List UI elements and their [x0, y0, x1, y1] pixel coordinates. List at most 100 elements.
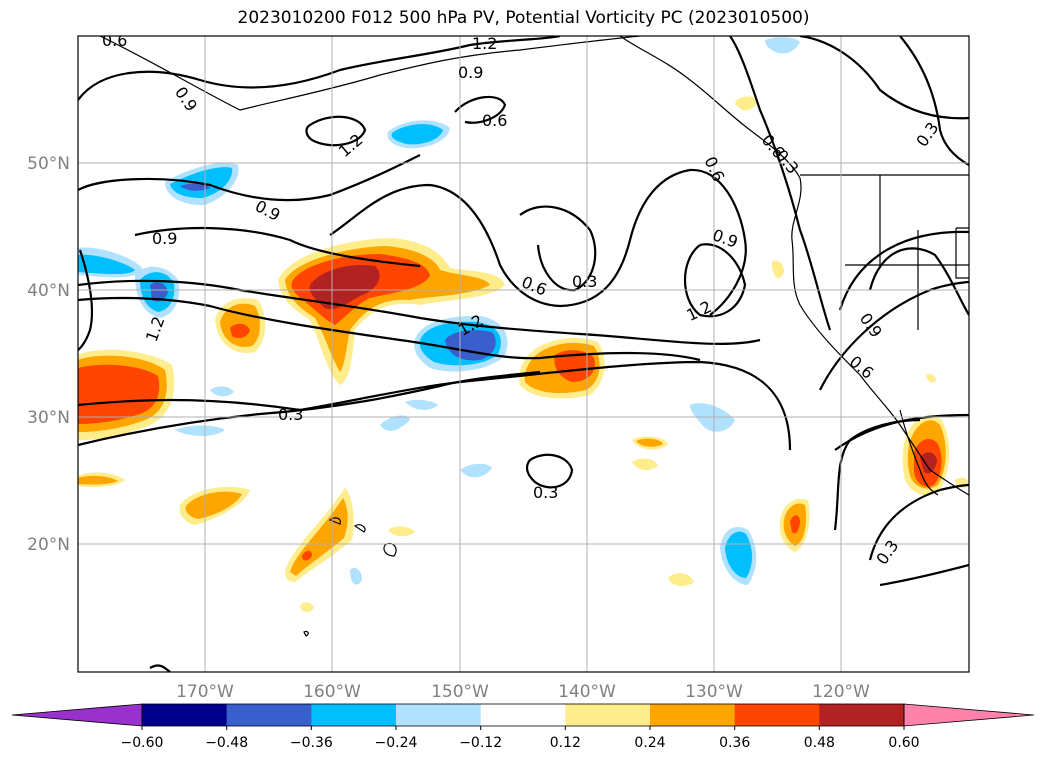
pv-contour-line [729, 36, 832, 331]
pv-negative-region [350, 568, 362, 585]
pv-negative-region [78, 254, 135, 274]
colorbar-segment [565, 704, 651, 726]
latitude-label: 30°N [27, 408, 70, 428]
pv-contour-line [305, 115, 367, 147]
contour-label: 0.3 [278, 405, 303, 424]
contour-label: 1.2 [472, 34, 497, 53]
latitude-label: 20°N [27, 535, 70, 555]
colorbar-extend-min [11, 703, 143, 727]
coastlines [99, 36, 969, 637]
pv-positive-region [636, 438, 663, 447]
pv-negative-region [380, 415, 410, 431]
pv-contour-line [149, 664, 171, 672]
contour-label: 0.3 [533, 483, 558, 502]
colorbar-tick-label: −0.48 [205, 735, 248, 751]
colorbar-tick-label: −0.36 [290, 735, 333, 751]
pv-contour-line [329, 168, 747, 316]
pv-contour-line [78, 279, 761, 345]
pv-positive-region [302, 550, 312, 561]
pv-contour-line [78, 370, 541, 447]
latitude-labels: 50°N 40°N 30°N 20°N [27, 154, 70, 555]
longitude-label: 160°W [303, 682, 361, 702]
pv-contour-line [78, 296, 701, 362]
pv-negative-region [150, 282, 168, 302]
pv-contour-line [819, 280, 969, 391]
longitude-label: 140°W [558, 682, 616, 702]
pv-positive-region [926, 373, 936, 383]
pv-positive-region [309, 264, 380, 310]
north-america-coastline [619, 36, 969, 496]
contour-label: 0.3 [572, 272, 597, 291]
pv-positive-region [230, 323, 250, 338]
pv-contour-line [833, 418, 921, 531]
pv-contour-line [899, 36, 969, 166]
alaska-coast [99, 36, 641, 111]
pv-contour-line [78, 360, 792, 451]
pv-contour-line [78, 154, 421, 202]
colorbar-tick-label: 0.60 [888, 735, 919, 751]
pv-positive-region [632, 458, 658, 471]
pv-contour-line [683, 243, 747, 318]
colorbar-segment [734, 704, 820, 726]
pv-contour-line [525, 453, 574, 489]
latitude-label: 50°N [27, 154, 70, 174]
pv-positive-region [772, 260, 784, 278]
pv-negative-region [391, 124, 443, 145]
pv-negative-region [180, 183, 210, 191]
longitude-label: 120°W [812, 682, 870, 702]
longitude-label: 170°W [176, 682, 234, 702]
pv-positive-region [790, 515, 800, 534]
latitude-label: 40°N [27, 281, 70, 301]
colorbar-tick-label: 0.24 [634, 735, 665, 751]
pv-positive-region [388, 526, 415, 537]
colorbar-tick-label: −0.24 [375, 735, 418, 751]
pv-positive-region [300, 602, 314, 613]
pv-negative-region [210, 386, 234, 397]
pv-contour-line [868, 247, 969, 316]
state-borders [845, 175, 969, 330]
colorbar-segment [396, 704, 482, 726]
colorbar-extend-max [903, 703, 1035, 727]
pv-negative-region [765, 37, 800, 54]
pv-negative-region [175, 425, 225, 436]
colorbar-tick-label: −0.12 [459, 735, 502, 751]
pv-contour-line [838, 230, 969, 311]
hawaii-islands [303, 517, 397, 637]
pv-negative-region [725, 531, 753, 578]
pv-contours [78, 36, 969, 672]
contour-label: 0.9 [152, 229, 177, 248]
contour-label: 0.6 [482, 111, 507, 130]
colorbar-tick-label: 0.12 [550, 735, 581, 751]
contour-label: 0.6 [102, 31, 127, 50]
colorbar: −0.60 −0.48 −0.36 −0.24 −0.12 0.12 0.24 0.36 0.4… [11, 703, 1035, 751]
colorbar-segment [226, 704, 312, 726]
longitude-label: 150°W [431, 682, 489, 702]
contour-label: 0.9 [458, 63, 483, 82]
colorbar-segment [311, 704, 397, 726]
graticule [78, 36, 969, 672]
pv-positive-region [920, 452, 937, 474]
baja-coastline [899, 409, 939, 496]
pv-contour-line [78, 36, 561, 101]
map-frame [77, 35, 970, 673]
pv-positive-region [78, 475, 118, 485]
colorbar-segment [650, 704, 736, 726]
pv-positive-region [554, 350, 595, 382]
pv-positive-region [78, 364, 160, 424]
pv-contour-line [454, 95, 507, 124]
pv-positive-region [668, 573, 694, 587]
colorbar-segment [142, 704, 228, 726]
pv-contour-line [879, 563, 969, 587]
pv-negative-region [405, 399, 438, 410]
pv-anomaly-fills [78, 37, 969, 613]
longitude-labels: 170°W 160°W 150°W 140°W 130°W 120°W [176, 682, 870, 702]
map-title: 2023010200 F012 500 hPa PV, Potential Vo… [237, 8, 810, 28]
pv-positive-region [735, 96, 758, 111]
colorbar-segment [819, 704, 905, 726]
colorbar-tick-label: −0.60 [121, 735, 164, 751]
pv-contour-line [868, 483, 969, 561]
pv-positive-region [185, 491, 242, 519]
pv-negative-region [460, 463, 492, 478]
colorbar-tick-label: 0.36 [719, 735, 750, 751]
